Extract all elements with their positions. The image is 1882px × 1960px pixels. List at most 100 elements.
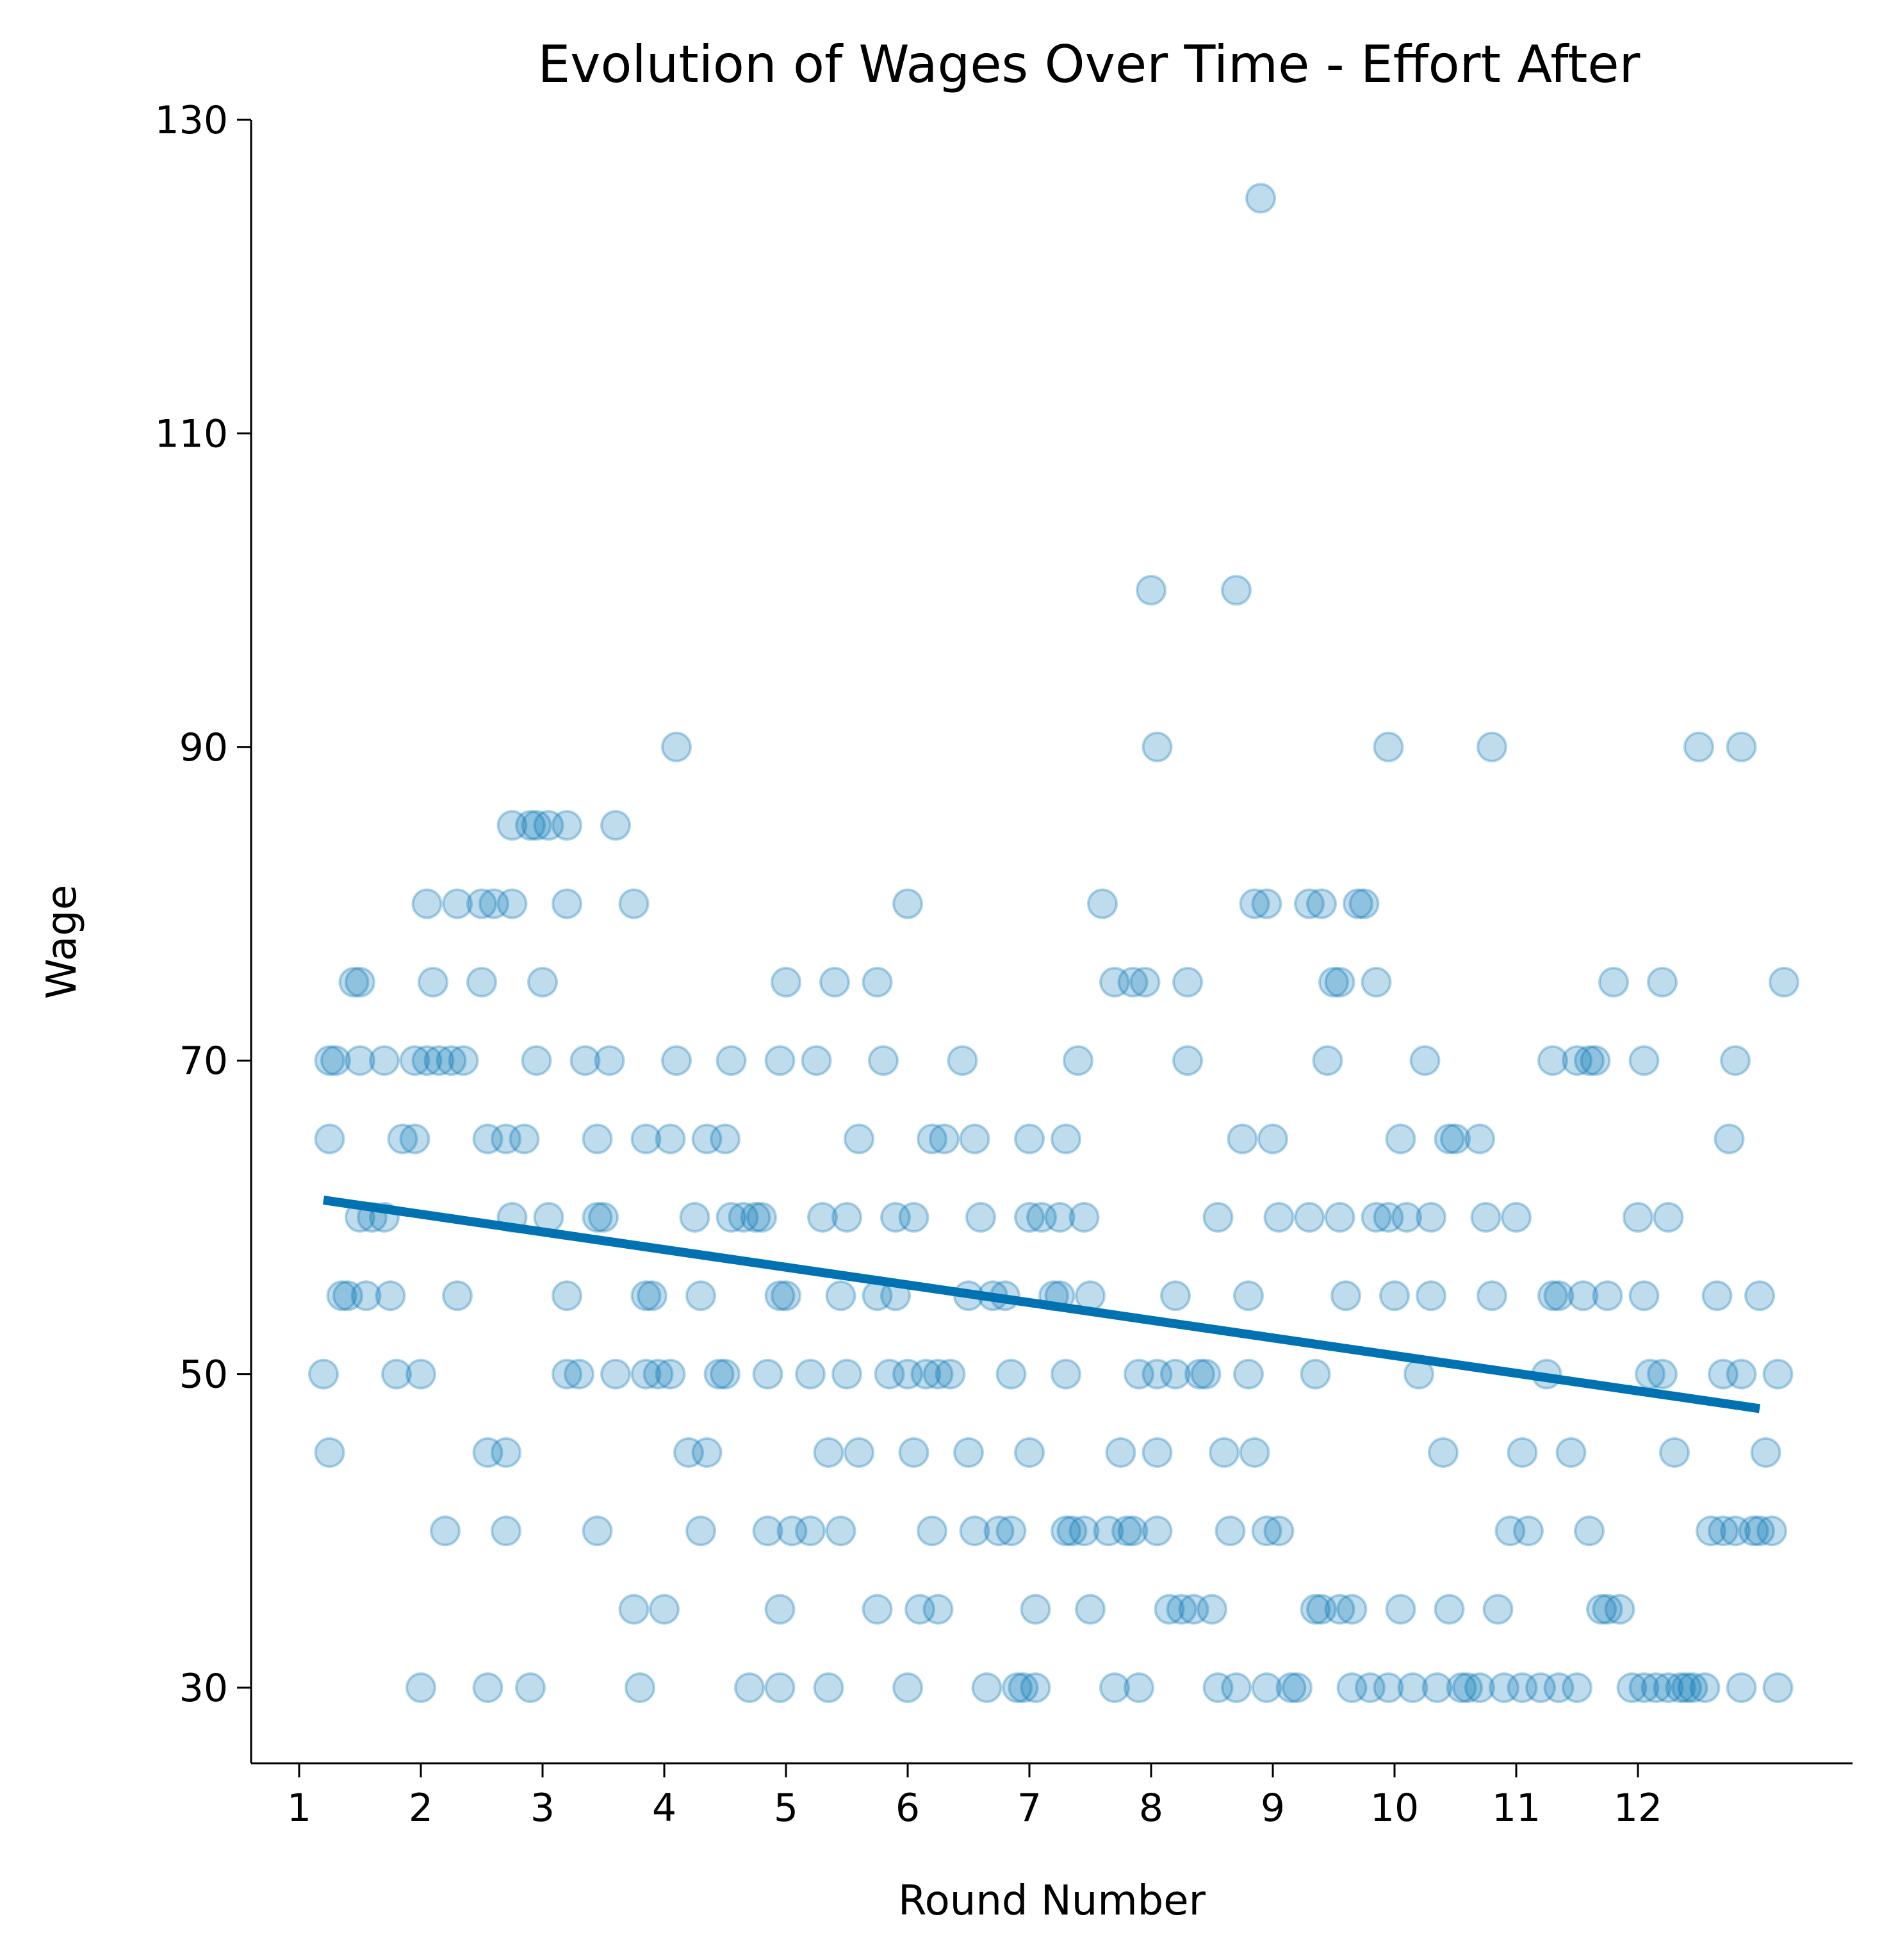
data-point — [1477, 731, 1507, 762]
data-point — [1294, 888, 1325, 919]
data-point — [1592, 1280, 1623, 1312]
data-point — [1014, 1201, 1045, 1233]
data-point — [1616, 1672, 1648, 1703]
data-point — [1124, 1672, 1154, 1703]
data-point — [1641, 1672, 1672, 1703]
data-point — [795, 1358, 826, 1390]
x-tick-label: 1 — [287, 1786, 311, 1831]
data-point — [1154, 1594, 1185, 1625]
data-point — [423, 1045, 455, 1076]
data-point — [1209, 1437, 1240, 1468]
data-point — [1002, 1672, 1033, 1703]
data-point — [491, 1123, 521, 1155]
data-point — [1300, 1358, 1331, 1390]
data-point — [491, 1437, 521, 1468]
data-point — [1178, 1594, 1209, 1625]
data-point — [1361, 966, 1392, 998]
data-point — [618, 1594, 650, 1625]
data-point — [959, 1515, 990, 1547]
data-point — [345, 966, 375, 998]
y-axis-label: Wage — [38, 885, 86, 999]
data-point — [1744, 1515, 1775, 1547]
data-point — [1665, 1672, 1696, 1703]
data-point — [710, 1123, 741, 1155]
data-point — [1677, 1672, 1708, 1703]
data-point — [1251, 888, 1282, 919]
data-point — [1190, 1358, 1222, 1390]
data-point — [1762, 1358, 1794, 1390]
data-point — [1428, 1437, 1459, 1468]
data-point — [569, 1045, 601, 1076]
data-point — [1409, 1045, 1441, 1076]
data-point — [1172, 1045, 1203, 1076]
data-point — [314, 1437, 345, 1468]
data-point — [411, 888, 443, 919]
data-point — [600, 810, 631, 841]
data-point — [844, 1123, 874, 1155]
data-point — [399, 1045, 430, 1076]
data-point — [1160, 1280, 1191, 1312]
data-point — [691, 1123, 723, 1155]
data-point — [1464, 1123, 1495, 1155]
data-point — [552, 1280, 582, 1312]
data-point — [825, 1280, 856, 1312]
data-point — [1714, 1123, 1745, 1155]
x-tick-label: 4 — [652, 1786, 676, 1831]
data-point — [795, 1515, 826, 1547]
data-point — [1221, 1672, 1252, 1703]
data-point — [1446, 1672, 1477, 1703]
data-point — [831, 1201, 862, 1233]
data-point — [1708, 1358, 1739, 1390]
data-point — [716, 1201, 747, 1233]
x-tick-label: 10 — [1370, 1786, 1419, 1831]
data-point — [868, 1045, 899, 1076]
data-point — [1416, 1201, 1446, 1233]
data-point — [1282, 1672, 1313, 1703]
data-point — [1312, 1045, 1343, 1076]
data-point — [1141, 1437, 1173, 1468]
data-point — [1263, 1515, 1295, 1547]
data-point — [472, 1437, 503, 1468]
x-tick-label: 12 — [1614, 1786, 1662, 1831]
data-point — [1160, 1358, 1191, 1390]
data-point — [1008, 1672, 1039, 1703]
data-point — [527, 966, 558, 998]
data-point — [1087, 888, 1118, 919]
data-point — [338, 966, 370, 998]
data-point — [1574, 1045, 1605, 1076]
data-point — [1099, 966, 1130, 998]
data-point — [1373, 731, 1404, 762]
data-point — [807, 1201, 838, 1233]
x-axis-label: Round Number — [898, 1877, 1206, 1925]
data-point — [1482, 1594, 1514, 1625]
data-point — [1543, 1672, 1575, 1703]
x-tick-label: 2 — [409, 1786, 433, 1831]
data-point — [679, 1201, 710, 1233]
data-point — [1525, 1672, 1556, 1703]
data-point — [308, 1358, 339, 1390]
data-point — [1421, 1672, 1453, 1703]
data-point — [1604, 1594, 1635, 1625]
data-point — [1348, 888, 1380, 919]
data-point — [552, 888, 582, 919]
x-tick-label: 7 — [1017, 1786, 1042, 1831]
data-point — [1051, 1123, 1081, 1155]
data-point — [1245, 183, 1276, 214]
data-point — [1385, 1594, 1416, 1625]
data-point — [1726, 731, 1757, 762]
data-point — [661, 1045, 692, 1076]
data-point — [411, 1045, 443, 1076]
data-point — [345, 1045, 375, 1076]
y-tick-label: 130 — [154, 98, 228, 143]
data-point — [1379, 1280, 1410, 1312]
data-point — [533, 810, 564, 841]
y-tick-label: 90 — [179, 725, 228, 770]
data-point — [436, 1045, 467, 1076]
x-tick-label: 9 — [1261, 1786, 1285, 1831]
data-point — [430, 1515, 461, 1547]
data-point — [369, 1045, 400, 1076]
data-point — [892, 1358, 923, 1390]
data-point — [1172, 966, 1203, 998]
data-point — [381, 1358, 412, 1390]
data-point — [1373, 1201, 1404, 1233]
